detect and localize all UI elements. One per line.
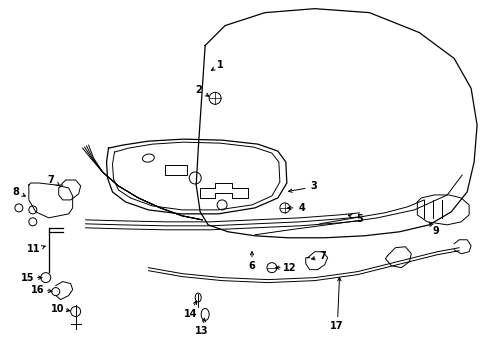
Text: 17: 17	[329, 321, 343, 332]
Text: 15: 15	[21, 273, 35, 283]
Text: 7: 7	[47, 175, 54, 185]
Text: 12: 12	[283, 263, 296, 273]
Text: 8: 8	[12, 187, 20, 197]
Text: 2: 2	[194, 85, 201, 95]
Text: 11: 11	[27, 244, 41, 254]
Text: 6: 6	[248, 261, 255, 271]
Text: 4: 4	[298, 203, 305, 213]
Text: 9: 9	[432, 226, 439, 236]
Text: 16: 16	[31, 284, 44, 294]
Text: 7: 7	[319, 251, 325, 261]
Text: 13: 13	[195, 327, 208, 336]
Text: 10: 10	[51, 303, 64, 314]
Bar	[165, 165, 187, 175]
Text: 1: 1	[216, 60, 223, 71]
Text: 3: 3	[310, 181, 316, 191]
Text: 5: 5	[355, 214, 362, 224]
Text: 14: 14	[183, 310, 197, 319]
